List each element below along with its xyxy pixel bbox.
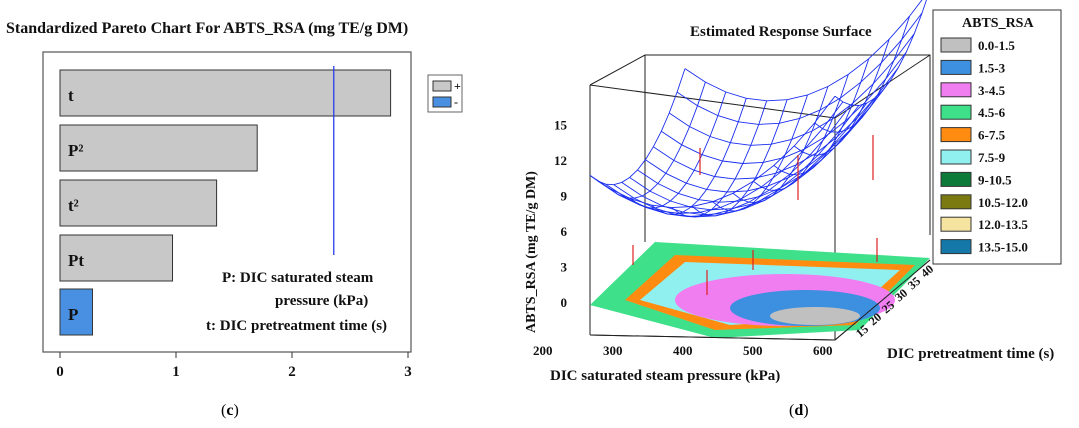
surface-front-edges — [589, 259, 931, 341]
pareto-legend-swatch — [432, 96, 452, 108]
surface-ztick-label: 12 — [554, 153, 567, 168]
surface-legend-swatch — [940, 59, 972, 75]
surface-legend-label: 1.5-3 — [978, 60, 1006, 75]
pareto-bar — [59, 234, 174, 282]
pareto-xtick-label: 3 — [404, 364, 412, 380]
pareto-xtick-label: 1 — [172, 364, 180, 380]
pareto-bar — [59, 124, 258, 172]
pareto-bar — [59, 69, 392, 117]
mesh-line — [605, 104, 852, 217]
pareto-annotation-line2: pressure (kPa) — [275, 293, 368, 309]
surface-legend-label: 13.5-15.0 — [978, 240, 1028, 255]
pareto-xtick-label: 2 — [288, 364, 296, 380]
pareto-title: Standardized Pareto Chart For ABTS_RSA (… — [6, 20, 408, 37]
surface-xtick-label: 200 — [533, 343, 553, 358]
pareto-legend-label: - — [454, 95, 458, 109]
mesh-line — [668, 33, 915, 146]
surface-legend-swatch — [940, 149, 972, 165]
mesh-line — [676, 12, 923, 125]
mesh-line — [684, 0, 923, 102]
surface-legend-swatch — [940, 127, 972, 143]
surface-legend-label: 10.5-12.0 — [978, 195, 1028, 210]
surface-contour-floor — [590, 242, 930, 338]
surface-ztick-label: 0 — [561, 295, 568, 310]
surface-legend-label: 6-7.5 — [978, 128, 1006, 143]
pareto-bar-label: t² — [68, 196, 79, 215]
pareto-bar — [59, 288, 93, 336]
caption-d: (d) — [789, 402, 809, 419]
mesh-line — [651, 98, 747, 215]
surface-legend-label: 4.5-6 — [978, 105, 1006, 120]
pareto-bar-label: P — [68, 305, 78, 324]
surface-legend-swatch — [940, 104, 972, 120]
surface-legend-swatch — [940, 239, 972, 255]
surface-legend-label: 7.5-9 — [978, 150, 1006, 165]
surface-legend-label: 12.0-13.5 — [978, 217, 1028, 232]
surface-legend-label: 0.0-1.5 — [978, 38, 1015, 53]
surface-ztick-label: 15 — [554, 118, 568, 133]
surface-title: Estimated Response Surface — [690, 24, 872, 40]
surface-xtick-label: 500 — [743, 343, 763, 358]
surface-legend-swatch — [940, 82, 972, 98]
surface-legend-label: 3-4.5 — [978, 83, 1006, 98]
pareto-annotation-line3: t: DIC pretreatment time (s) — [206, 318, 387, 334]
pareto-annotation-line1: P: DIC saturated steam — [222, 270, 374, 286]
surface-legend-title: ABTS_RSA — [962, 16, 1034, 31]
surface-xtick-label: 400 — [673, 343, 693, 358]
surface-legend: ABTS_RSA 0.0-1.5 1.5-3 3-4.5 4.5-6 6-7.5 7.5-… — [932, 9, 1062, 265]
surface-zlabel: ABTS_RSA (mg TE/g DM) — [524, 171, 539, 333]
surface-xtick-label: 600 — [813, 343, 833, 358]
surface-legend-swatch — [940, 171, 972, 187]
pareto-bar-label: P² — [68, 141, 83, 160]
caption-c: (c) — [221, 402, 239, 419]
surface-mesh — [589, 0, 927, 218]
pareto-bar — [59, 179, 218, 227]
pareto-legend-swatch — [432, 80, 452, 92]
mesh-line — [814, 15, 911, 133]
surface-ylabel: DIC pretreatment time (s) — [887, 346, 1054, 362]
mesh-line — [834, 0, 927, 106]
surface-ztick-label: 6 — [561, 224, 568, 239]
pareto-legend: +- — [427, 74, 463, 113]
pareto-xtick-label: 0 — [56, 364, 64, 380]
surface-ztick-label: 9 — [561, 189, 568, 204]
surface-ztick-label: 3 — [561, 260, 568, 275]
surface-legend-label: 9-10.5 — [978, 172, 1012, 187]
surface-xtick-label: 300 — [603, 343, 623, 358]
surface-xlabel: DIC saturated steam pressure (kPa) — [550, 368, 780, 384]
pareto-chart: Standardized Pareto Chart For ABTS_RSA (… — [6, 20, 463, 380]
surface-legend-swatch — [940, 37, 972, 53]
pareto-bar-label: t — [68, 86, 74, 105]
mesh-line — [589, 68, 686, 186]
pareto-legend-label: + — [454, 79, 461, 93]
pareto-bar-label: Pt — [68, 251, 84, 270]
surface-legend-swatch — [940, 216, 972, 232]
mesh-line — [597, 101, 844, 214]
surface-legend-swatch — [940, 194, 972, 210]
mesh-line — [753, 74, 849, 191]
surface-residuals — [632, 135, 878, 295]
